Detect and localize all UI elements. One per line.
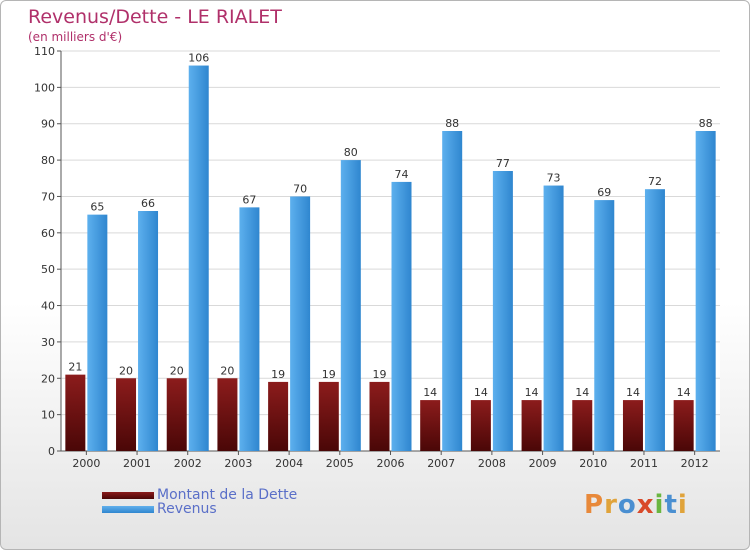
data-label-debt: 20: [220, 364, 234, 377]
bar-debt: [521, 400, 542, 451]
logo-letter: x: [636, 490, 655, 520]
bar-debt: [369, 381, 390, 451]
logo-letter: o: [617, 490, 637, 520]
bar-revenue: [644, 189, 665, 451]
data-label-debt: 20: [170, 364, 184, 377]
y-tick-label: 10: [41, 409, 55, 422]
y-tick-label: 100: [34, 81, 55, 94]
data-label-revenue: 67: [242, 193, 256, 206]
y-tick-label: 80: [41, 154, 55, 167]
logo-letter: i: [654, 490, 665, 520]
bar-debt: [572, 400, 593, 451]
data-label-debt: 20: [119, 364, 133, 377]
x-tick-label: 2006: [377, 457, 405, 470]
proxiti-logo: Proxiti: [584, 490, 688, 520]
y-tick-label: 110: [34, 45, 55, 58]
x-tick-label: 2008: [478, 457, 506, 470]
data-label-revenue: 77: [496, 157, 510, 170]
bar-revenue: [492, 171, 513, 451]
legend-item-debt: Montant de la Dette: [102, 487, 298, 503]
data-label-revenue: 88: [445, 117, 459, 130]
plot-area: [61, 51, 720, 451]
bar-revenue: [543, 185, 564, 451]
bar-debt: [217, 378, 238, 451]
bar-revenue: [442, 131, 463, 451]
bar-debt: [268, 381, 289, 451]
data-label-debt: 19: [322, 368, 336, 381]
bar-revenue: [239, 207, 260, 451]
data-label-revenue: 106: [188, 52, 209, 65]
logo-letter: i: [677, 490, 688, 520]
x-tick-label: 2012: [681, 457, 709, 470]
data-label-debt: 14: [575, 386, 589, 399]
x-tick-label: 2004: [275, 457, 303, 470]
y-tick-label: 70: [41, 190, 55, 203]
bar-revenue: [87, 214, 108, 451]
data-label-revenue: 74: [395, 168, 409, 181]
bar-debt: [65, 374, 86, 451]
bar-debt: [166, 378, 187, 451]
y-tick-label: 0: [48, 445, 55, 458]
x-tick-label: 2001: [123, 457, 151, 470]
data-label-debt: 14: [626, 386, 640, 399]
y-tick-label: 90: [41, 118, 55, 131]
legend-label-revenue: Revenus: [157, 501, 217, 517]
x-tick-label: 2005: [326, 457, 354, 470]
logo-letter: P: [584, 490, 605, 520]
bar-debt: [116, 378, 137, 451]
bar-revenue: [340, 160, 361, 451]
data-label-debt: 14: [423, 386, 437, 399]
legend-swatch-debt: [102, 491, 154, 499]
data-label-revenue: 69: [597, 186, 611, 199]
data-label-debt: 14: [677, 386, 691, 399]
logo-letter: t: [664, 490, 678, 520]
x-tick-label: 2009: [529, 457, 557, 470]
y-tick-label: 60: [41, 227, 55, 240]
x-tick-label: 2007: [427, 457, 455, 470]
data-label-debt: 19: [373, 368, 387, 381]
logo-letter: r: [604, 490, 618, 520]
data-label-revenue: 73: [547, 172, 561, 185]
bar-revenue: [594, 200, 615, 451]
data-label-revenue: 88: [699, 117, 713, 130]
bar-revenue: [391, 181, 412, 451]
data-label-debt: 14: [474, 386, 488, 399]
y-tick-label: 30: [41, 336, 55, 349]
x-tick-label: 2002: [174, 457, 202, 470]
data-label-revenue: 80: [344, 146, 358, 159]
bar-debt: [622, 400, 643, 451]
bar-debt: [318, 381, 339, 451]
y-tick-label: 50: [41, 263, 55, 276]
x-tick-label: 2000: [72, 457, 100, 470]
y-tick-label: 40: [41, 300, 55, 313]
data-label-debt: 21: [68, 361, 82, 374]
bar-revenue: [138, 211, 159, 451]
y-tick-label: 20: [41, 372, 55, 385]
legend-label-debt: Montant de la Dette: [157, 487, 298, 503]
x-tick-label: 2011: [630, 457, 658, 470]
x-tick-label: 2010: [579, 457, 607, 470]
bar-debt: [420, 400, 441, 451]
x-tick-label: 2003: [224, 457, 252, 470]
bar-debt: [470, 400, 491, 451]
data-label-debt: 14: [525, 386, 539, 399]
data-label-revenue: 72: [648, 175, 662, 188]
data-label-revenue: 65: [90, 201, 104, 214]
data-label-debt: 19: [271, 368, 285, 381]
bar-revenue: [290, 196, 311, 451]
bar-revenue: [188, 65, 209, 451]
legend-item-revenue: Revenus: [102, 501, 217, 517]
legend-swatch-revenue: [102, 505, 154, 513]
chart-title: Revenus/Dette - LE RIALET: [28, 6, 282, 28]
bar-debt: [673, 400, 694, 451]
bar-revenue: [695, 131, 716, 451]
chart-subtitle: (en milliers d'€): [28, 30, 123, 44]
data-label-revenue: 66: [141, 197, 155, 210]
data-label-revenue: 70: [293, 182, 307, 195]
